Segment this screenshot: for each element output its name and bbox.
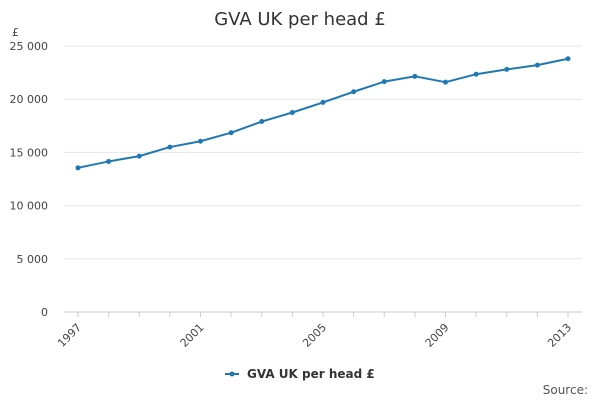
y-tick-label: 25 000	[10, 40, 49, 53]
y-tick-label: 15 000	[10, 146, 49, 159]
data-point	[228, 130, 234, 136]
y-tick-label: 5 000	[17, 253, 49, 266]
data-point	[198, 138, 203, 144]
data-point	[443, 79, 448, 85]
x-axis: 1997 2001 2005 2009 2013	[55, 311, 582, 350]
data-point	[136, 153, 142, 159]
x-tick-label: 1997	[55, 321, 84, 350]
x-tick-label: 2013	[545, 321, 574, 350]
data-point	[504, 66, 510, 72]
legend-label: GVA UK per head £	[247, 367, 375, 381]
y-tick-label: 10 000	[10, 200, 49, 213]
data-point	[167, 144, 173, 150]
legend: GVA UK per head £	[225, 367, 375, 381]
series-line	[77, 57, 569, 169]
data-point	[289, 110, 295, 115]
data-point	[473, 71, 479, 77]
data-point	[75, 165, 81, 171]
y-tick-label: 20 000	[10, 93, 49, 106]
grid-lines	[64, 45, 582, 260]
series-layer	[75, 56, 571, 171]
legend-marker	[229, 371, 235, 377]
data-point	[259, 119, 265, 125]
data-point	[106, 158, 112, 164]
data-point	[320, 99, 326, 105]
x-tick-label: 2005	[300, 321, 329, 350]
data-point	[565, 56, 571, 62]
source-label: Source:	[543, 383, 588, 397]
data-point	[534, 62, 540, 68]
data-point	[412, 73, 418, 79]
y-axis-unit-label: £	[12, 26, 19, 39]
x-tick-label: 2001	[178, 321, 207, 350]
y-tick-label: 0	[41, 306, 48, 319]
chart-title: GVA UK per head £	[214, 9, 386, 30]
x-tick-label: 2009	[423, 321, 452, 350]
y-axis: 0 5 000 10 000 15 000 20 000 25 000	[10, 40, 49, 319]
data-point	[351, 89, 357, 95]
data-point	[381, 79, 387, 85]
